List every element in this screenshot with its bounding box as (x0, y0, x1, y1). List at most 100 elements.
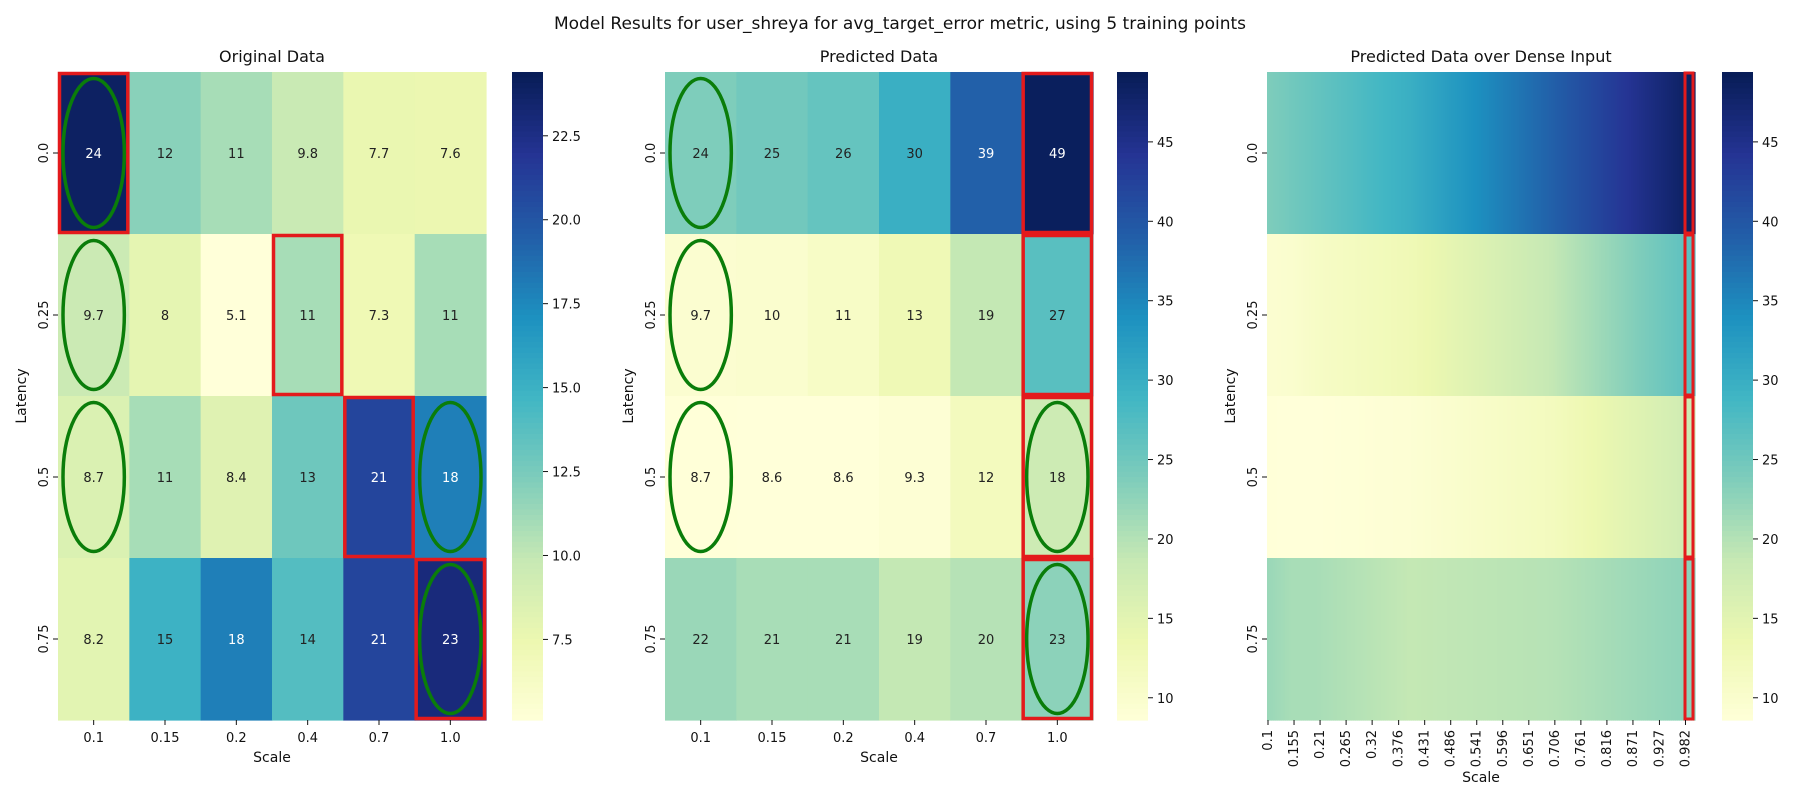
dense-cell (1635, 72, 1638, 235)
colorbar-segment (1722, 228, 1753, 235)
colorbar-segment (512, 104, 543, 111)
dense-cell (1457, 72, 1460, 235)
cell-value-label: 15 (157, 633, 174, 648)
dense-cell (1365, 396, 1368, 559)
dense-cell (1573, 234, 1576, 397)
heatmap-cell (665, 72, 737, 235)
colorbar-segment (512, 617, 543, 624)
colorbar-segment (1117, 180, 1148, 186)
colorbar-segment (1117, 190, 1148, 197)
dense-cell (1511, 72, 1514, 235)
dense-cell (1477, 558, 1480, 721)
dense-cell (1525, 396, 1528, 559)
dense-cell (1417, 234, 1420, 397)
dense-cell (1619, 234, 1622, 397)
colorbar-segment (1722, 682, 1753, 689)
dense-cell (1405, 234, 1408, 397)
dense-cell (1487, 234, 1490, 397)
dense-cell (1429, 396, 1432, 559)
dense-cell (1657, 72, 1660, 235)
colorbar-segment (1722, 498, 1753, 505)
dense-cell (1663, 234, 1666, 397)
dense-cell (1439, 234, 1442, 397)
dense-cell (1659, 72, 1662, 235)
cell-value-label: 12 (978, 471, 995, 486)
dense-cell (1361, 72, 1364, 235)
colorbar-segment (1722, 644, 1753, 651)
dense-cell (1567, 72, 1570, 235)
dense-cell (1367, 234, 1370, 397)
colorbar-segment (1722, 109, 1753, 116)
colorbar-segment (1722, 293, 1753, 300)
dense-cell (1353, 234, 1356, 397)
dense-cell (1289, 234, 1292, 397)
dense-cell (1555, 396, 1558, 559)
dense-cell (1355, 234, 1358, 397)
dense-cell (1461, 72, 1464, 235)
colorbar-segment (512, 190, 543, 197)
dense-cell (1293, 396, 1296, 559)
dense-cell (1615, 234, 1618, 397)
dense-cell (1393, 558, 1396, 721)
highlight-ellipse (61, 76, 127, 230)
dense-cell (1397, 72, 1400, 235)
dense-cell (1423, 558, 1426, 721)
cell-value-label: 25 (764, 147, 781, 162)
dense-cell (1421, 234, 1424, 397)
dense-cell (1551, 558, 1554, 721)
dense-cell (1493, 396, 1496, 559)
dense-cell (1551, 72, 1554, 235)
dense-cell (1409, 396, 1412, 559)
colorbar-segment (1117, 612, 1148, 618)
dense-cell (1657, 234, 1660, 397)
dense-cell (1605, 558, 1608, 721)
dense-cell (1549, 72, 1552, 235)
colorbar-segment (512, 514, 543, 521)
colorbar-segment (1722, 282, 1753, 289)
dense-cell (1431, 72, 1434, 235)
dense-cell (1533, 396, 1536, 559)
colorbar-segment (1117, 595, 1148, 602)
dense-cell (1673, 72, 1676, 235)
dense-cell (1599, 72, 1602, 235)
highlight-box (1021, 71, 1094, 235)
heatmap-cell (807, 72, 880, 235)
dense-cell (1599, 558, 1602, 721)
colorbar-segment (512, 250, 543, 257)
dense-cell (1271, 558, 1274, 721)
colorbar-tick-label: 25 (1157, 454, 1174, 469)
dense-cell (1483, 234, 1486, 397)
colorbar-segment (1722, 450, 1753, 456)
dense-cell (1397, 396, 1400, 559)
colorbar-segment (1722, 88, 1753, 95)
dense-cell (1607, 558, 1610, 721)
colorbar-segment (1117, 439, 1148, 446)
dense-cell (1509, 558, 1512, 721)
dense-cell (1585, 72, 1588, 235)
dense-cell (1595, 234, 1598, 397)
dense-cell (1373, 558, 1376, 721)
cell-value-label: 18 (1049, 471, 1066, 486)
dense-cell (1303, 396, 1306, 559)
colorbar-segment (512, 417, 543, 424)
dense-cell (1377, 234, 1380, 397)
dense-cell (1337, 558, 1340, 721)
colorbar-segment (512, 309, 543, 316)
dense-cell (1681, 558, 1684, 721)
dense-cell (1415, 72, 1418, 235)
dense-cell (1271, 396, 1274, 559)
dense-cell (1607, 396, 1610, 559)
colorbar-segment (1722, 223, 1753, 230)
colorbar-segment (1117, 325, 1148, 332)
dense-cell (1473, 396, 1476, 559)
colorbar-segment (1722, 666, 1753, 672)
dense-cell (1509, 72, 1512, 235)
dense-cell (1387, 72, 1390, 235)
dense-cell (1655, 396, 1658, 559)
colorbar-segment (1117, 217, 1148, 224)
dense-cell (1437, 558, 1440, 721)
colorbar-tick-label: 22.5 (552, 130, 581, 145)
dense-cell (1331, 72, 1334, 235)
colorbar-segment (1117, 628, 1148, 635)
heatmap-cell (200, 72, 273, 235)
